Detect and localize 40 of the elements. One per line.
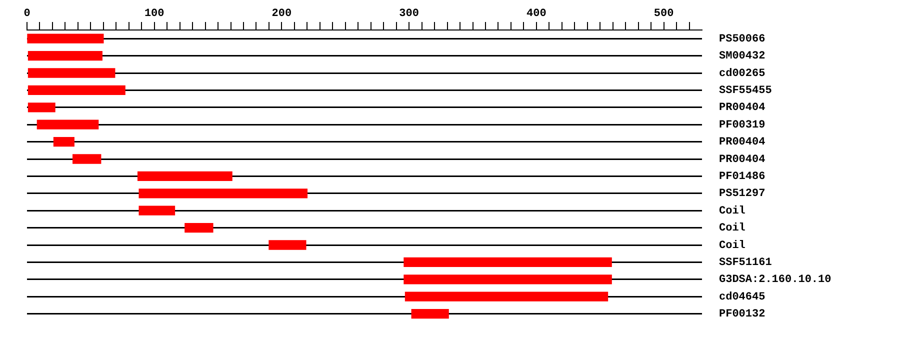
bar — [138, 188, 308, 198]
bar — [268, 240, 306, 250]
y-tick-label: Coil — [719, 205, 746, 218]
bar — [36, 120, 99, 130]
y-tick-label: PR00404 — [719, 154, 766, 166]
y-tick-label: cd04645 — [719, 291, 766, 304]
x-tick-label: 0 — [24, 8, 30, 20]
y-tick-label: PF00132 — [719, 308, 766, 321]
y-tick-label: PF01486 — [719, 170, 766, 183]
bar — [28, 85, 126, 96]
y-tick-label: Coil — [719, 222, 746, 235]
y-tick-label: Coil — [719, 240, 746, 252]
bar — [27, 34, 104, 44]
x-tick-label: 400 — [526, 8, 546, 20]
bar — [184, 222, 214, 233]
bar — [53, 136, 74, 147]
y-tick-label: cd00265 — [719, 68, 766, 80]
bar — [72, 154, 102, 164]
bar — [137, 171, 232, 182]
x-tick-label: 100 — [144, 8, 164, 20]
y-tick-label: PS51297 — [719, 188, 766, 200]
y-tick-label: PR00404 — [719, 136, 766, 149]
y-tick-label: PR00404 — [719, 102, 766, 114]
x-tick-label: 300 — [399, 8, 419, 20]
y-tick-label: SSF55455 — [719, 84, 772, 97]
bar — [138, 206, 176, 216]
y-tick-label: PF00319 — [719, 119, 766, 132]
y-tick-label: SM00432 — [719, 50, 766, 63]
bar — [28, 50, 102, 61]
bar — [411, 308, 449, 319]
bar — [404, 257, 612, 268]
bar — [404, 292, 608, 302]
bar — [404, 274, 612, 284]
x-tick-label: 200 — [272, 8, 292, 20]
y-tick-label: G3DSA:2.160.10.10 — [719, 274, 832, 286]
x-tick-label: 500 — [654, 8, 674, 20]
bar — [28, 102, 56, 112]
y-tick-label: SSF51161 — [719, 256, 772, 269]
bar — [28, 68, 116, 78]
y-tick-label: PS50066 — [719, 33, 766, 46]
